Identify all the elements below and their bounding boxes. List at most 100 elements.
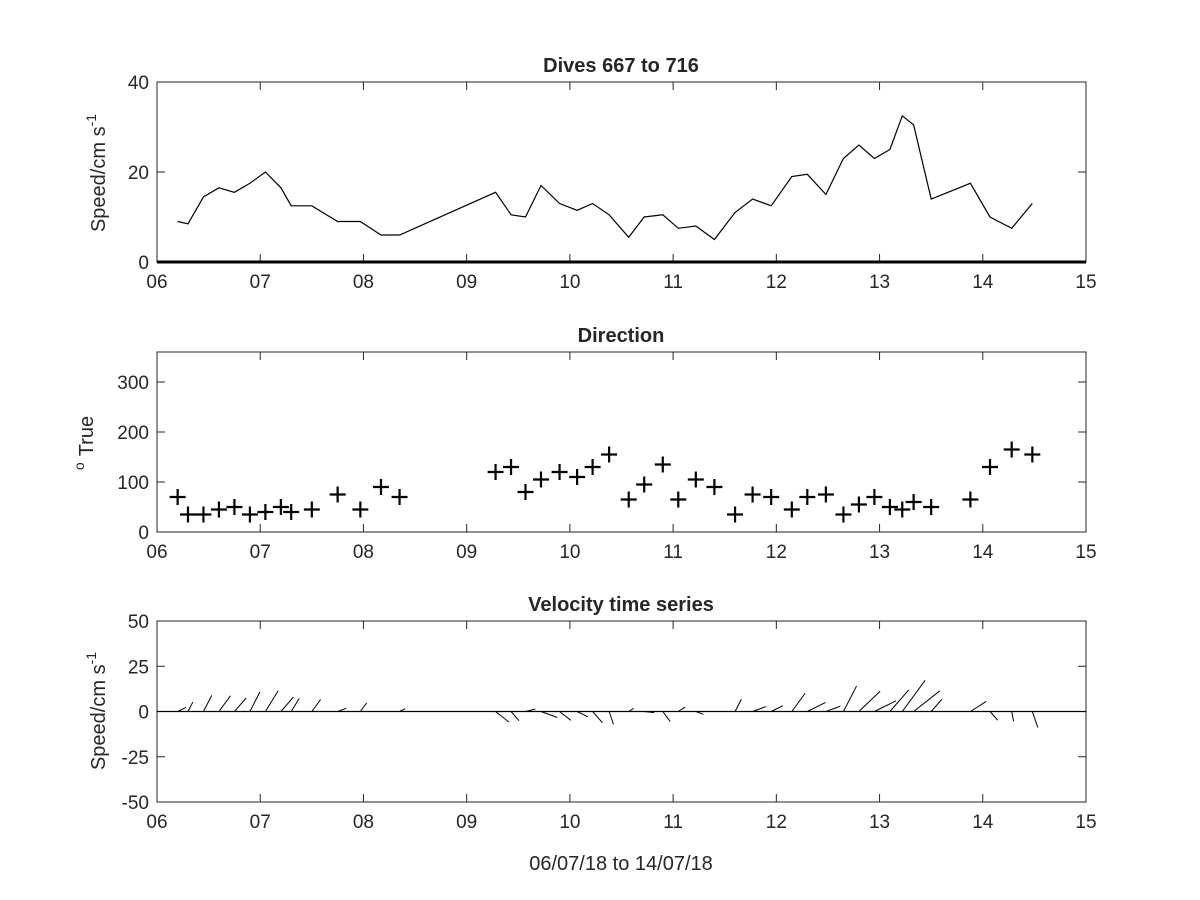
velocity-stick (889, 689, 910, 712)
x-tick-label: 11 (663, 272, 683, 293)
direction-point (257, 504, 274, 520)
velocity-stick (540, 711, 558, 718)
y-tick-label: 50 (128, 612, 149, 633)
velocity-stick (290, 698, 300, 712)
velocity-stick (264, 690, 279, 712)
velocity-stick (249, 691, 261, 712)
x-tick-label: 15 (1075, 272, 1096, 293)
velocity-panel-ylabel: Speed/cm s-1 (83, 652, 110, 770)
velocity-stick (913, 690, 941, 712)
x-tick-label: 10 (559, 542, 580, 563)
velocity-stick (576, 711, 589, 718)
direction-point (503, 459, 520, 475)
direction-point (905, 494, 922, 510)
direction-point (195, 506, 212, 523)
velocity-stick (311, 699, 322, 712)
direction-panel-title: Direction (578, 325, 665, 347)
velocity-stick (628, 707, 634, 712)
direction-point (763, 489, 780, 505)
direction-point (799, 489, 816, 505)
direction-point (727, 506, 744, 523)
x-tick-label: 11 (663, 542, 683, 563)
velocity-stick (970, 701, 987, 712)
x-tick-label: 07 (250, 272, 271, 293)
x-tick-label: 06 (146, 812, 167, 833)
velocity-stick (1031, 711, 1039, 728)
y-tick-label: 40 (128, 73, 149, 94)
x-tick-label: 12 (766, 812, 787, 833)
x-tick-label: 10 (559, 812, 580, 833)
y-tick-label: 25 (128, 657, 149, 678)
y-tick-label: 200 (117, 423, 149, 444)
x-tick-label: 08 (353, 812, 374, 833)
velocity-stick (825, 705, 841, 712)
direction-point (391, 489, 408, 505)
direction-point (783, 501, 800, 518)
x-tick-label: 14 (972, 272, 994, 293)
velocity-stick (791, 692, 806, 712)
velocity-stick (187, 701, 194, 712)
velocity-stick (678, 706, 686, 712)
velocity-stick (734, 699, 742, 712)
direction-point (744, 486, 761, 503)
direction-point (706, 479, 723, 495)
direction-point (517, 484, 534, 500)
direction-point (241, 506, 258, 523)
x-tick-label: 09 (456, 812, 477, 833)
velocity-stick (337, 707, 347, 712)
speed-panel-ylabel: Speed/cm s-1 (83, 114, 110, 232)
x-tick-label: 14 (972, 542, 994, 563)
direction-point (654, 456, 671, 473)
velocity-plot-area: 06 07 08 09 10 11 12 13 14 15 -50 -25 0 25 50 (122, 612, 1097, 833)
velocity-stick (495, 711, 510, 723)
y-tick-label: 300 (117, 373, 149, 394)
direction-point (923, 499, 940, 515)
x-tick-label: 08 (353, 272, 374, 293)
velocity-stick (1011, 711, 1015, 722)
y-tick-label: 0 (138, 703, 149, 724)
velocity-stick (662, 711, 671, 722)
x-tick-label: 07 (250, 812, 271, 833)
direction-point (601, 446, 618, 463)
x-tick-label: 09 (456, 272, 477, 293)
x-tick-label: 09 (456, 542, 477, 563)
speed-series-line (177, 114, 1033, 241)
direction-point (982, 459, 999, 475)
x-tick-label: 10 (559, 272, 580, 293)
speed-panel: Dives 667 to 716 Speed/cm s-1 06 07 08 09 10… (83, 55, 1097, 293)
direction-point (850, 496, 867, 513)
velocity-stick (399, 708, 406, 712)
velocity-stick (359, 702, 368, 712)
velocity-stick (234, 697, 247, 712)
direction-point (881, 499, 898, 515)
figure-xlabel: 06/07/18 to 14/07/18 (529, 853, 713, 875)
direction-point (169, 489, 186, 505)
velocity-stick (842, 685, 858, 712)
direction-point (226, 499, 243, 515)
direction-point (372, 479, 389, 495)
y-tick-label: -50 (122, 793, 149, 814)
x-tick-label: 11 (663, 812, 683, 833)
velocity-stick (559, 711, 572, 721)
direction-point (303, 501, 320, 518)
velocity-stick (280, 696, 294, 712)
velocity-stick (525, 708, 536, 712)
direction-point (210, 501, 227, 518)
direction-point (817, 486, 834, 503)
axes-box (156, 351, 1087, 533)
velocity-stick (218, 695, 231, 712)
direction-point (584, 459, 601, 475)
direction-point (352, 501, 369, 518)
y-tick-label: -25 (122, 748, 149, 769)
direction-point (272, 499, 289, 515)
speed-plot-area: 06 07 08 09 10 11 12 13 14 15 0 20 40 (128, 73, 1097, 293)
direction-plot-area: 06 07 08 09 10 11 12 13 14 15 0 100 200 300 (117, 351, 1097, 563)
direction-point (487, 464, 504, 480)
direction-point (620, 491, 637, 508)
x-tick-label: 07 (250, 542, 271, 563)
velocity-stick (858, 690, 881, 712)
direction-point (636, 476, 653, 493)
velocity-stick (989, 711, 999, 721)
y-tick-label: 0 (138, 253, 149, 274)
direction-point (1003, 441, 1020, 458)
